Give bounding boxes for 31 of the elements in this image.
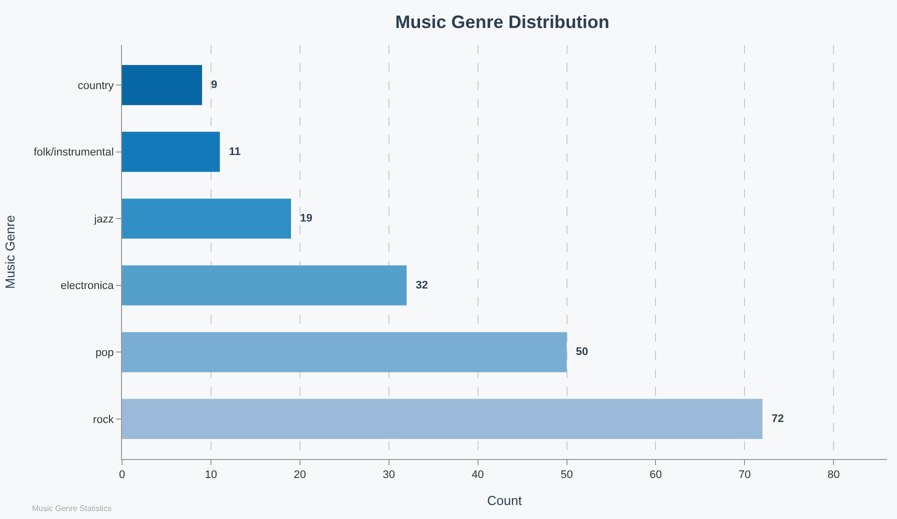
data-label: 72 [772,412,784,425]
data-label: 50 [576,346,588,358]
data-label: 19 [300,212,312,225]
data-label: 9 [211,79,218,92]
bar [122,332,567,372]
data-label: 11 [228,146,241,158]
y-tick-label: jazz [93,213,114,226]
chart-title: Music Genre Distribution [395,12,610,32]
x-tick-label: 50 [560,469,573,482]
bar [122,65,202,106]
y-tick-label: rock [93,414,114,426]
bar [122,132,220,172]
x-tick-label: 30 [382,469,395,482]
bar [122,265,407,306]
bar [122,198,292,239]
x-tick-label: 80 [828,469,840,482]
y-axis-title: Music Genre [2,215,18,289]
x-tick-label: 10 [204,469,218,482]
y-tick-label: pop [95,347,114,360]
x-axis-title: Count [487,492,522,508]
x-tick-label: 0 [118,469,126,482]
x-tick-label: 40 [472,469,484,482]
y-tick-label: country [78,80,114,92]
x-tick-label: 20 [294,469,306,482]
x-tick-label: 70 [738,469,751,482]
data-label: 32 [416,279,428,292]
bar [122,398,762,439]
text: Music Genre Statistics [32,504,112,513]
x-tick-label: 60 [650,469,662,482]
y-tick-label: electronica [60,280,115,292]
y-tick-label: folk/instrumental [34,146,114,159]
